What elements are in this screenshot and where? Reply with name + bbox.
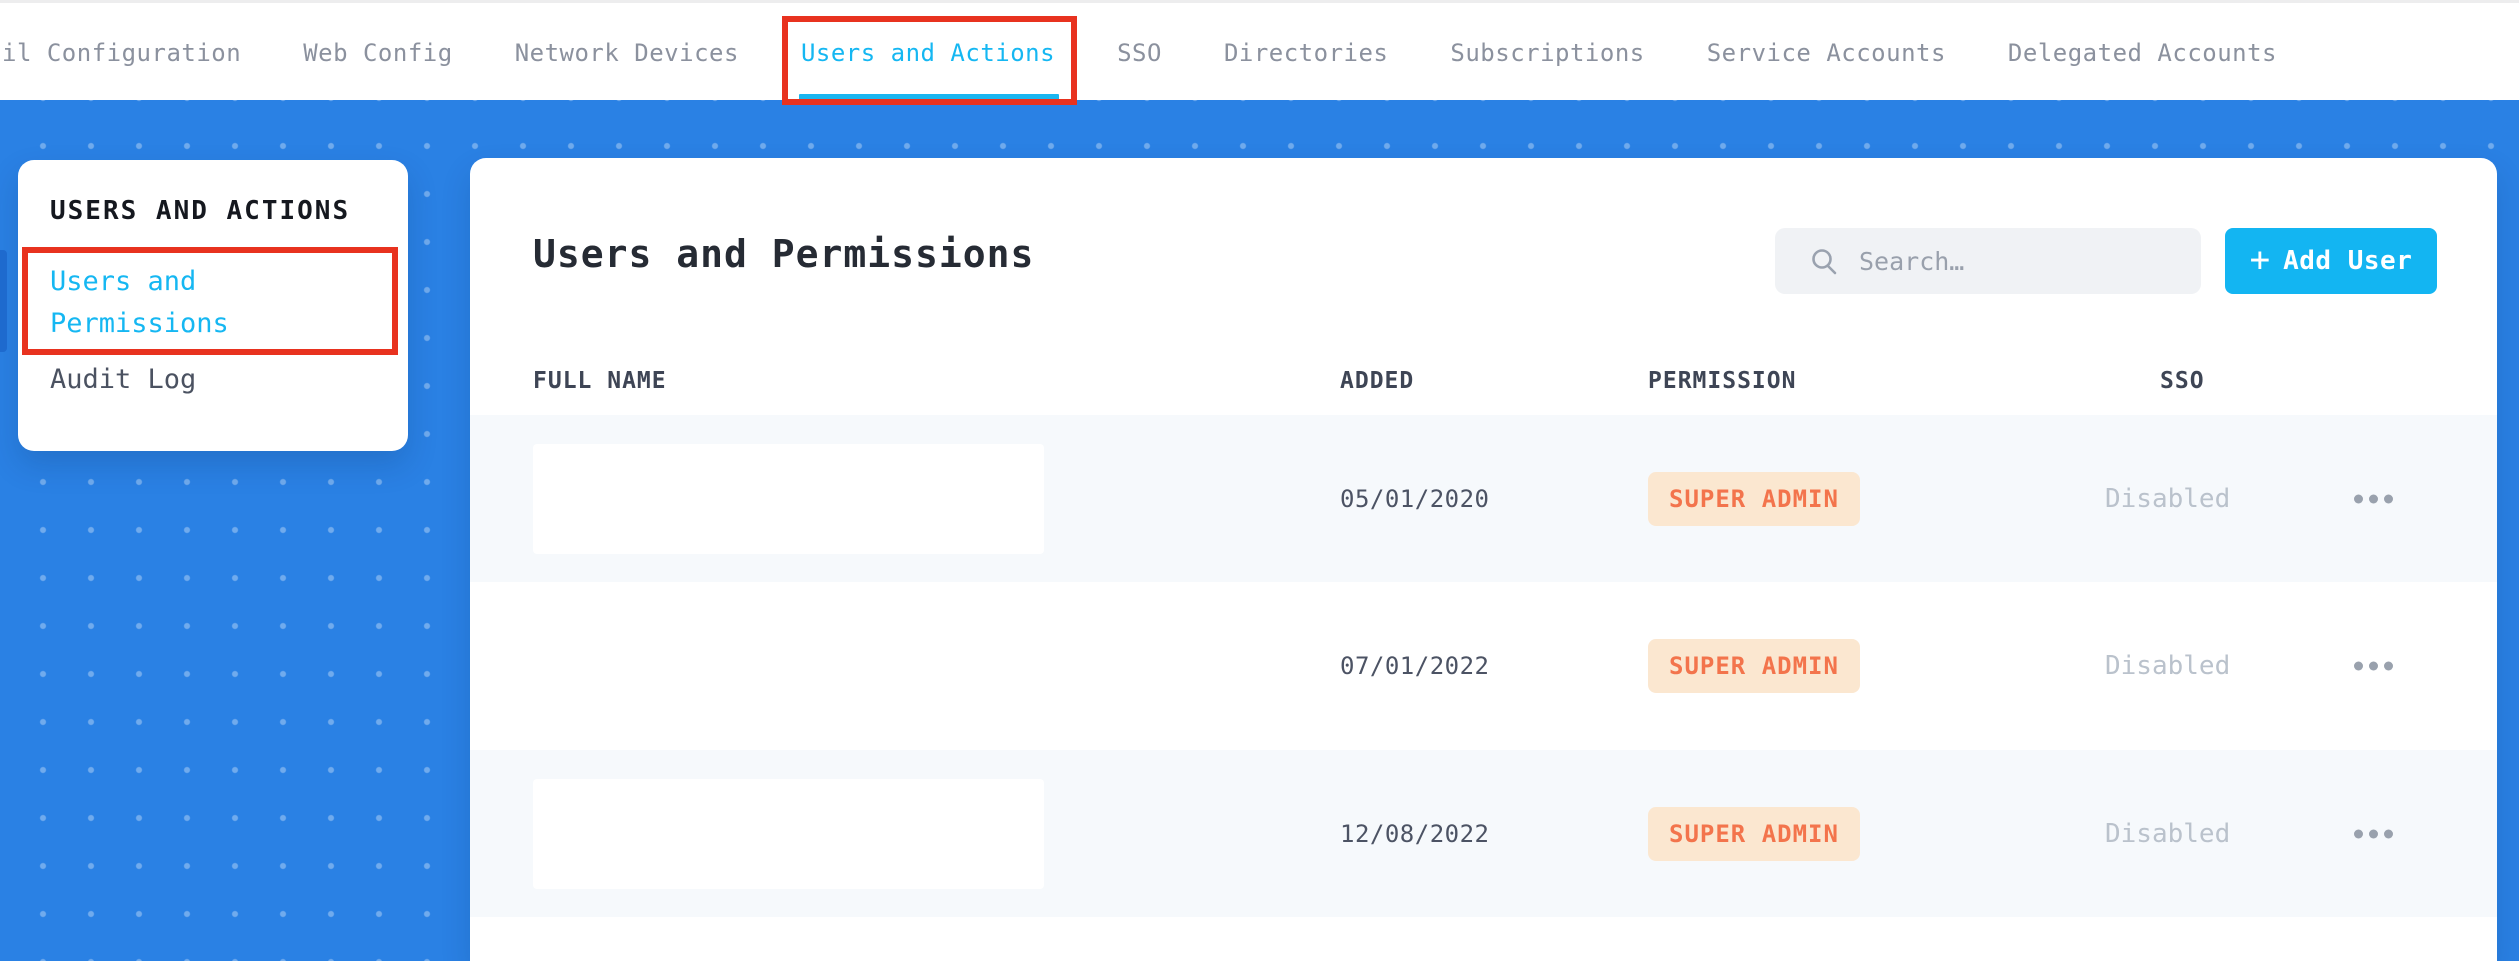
column-header-added: ADDED xyxy=(1340,368,1415,394)
sidebar-item-users-and-permissions[interactable]: Users and Permissions xyxy=(50,266,229,339)
more-options-icon xyxy=(2369,661,2378,671)
full-name-redacted-box xyxy=(533,611,1044,721)
added-date: 05/01/2020 xyxy=(1340,484,1490,513)
more-options-icon xyxy=(2369,494,2378,503)
row-menu-button[interactable] xyxy=(2350,821,2397,846)
row-menu-button[interactable] xyxy=(2350,486,2397,511)
sidebar-item-audit-log[interactable]: Audit Log xyxy=(50,364,197,395)
full-name-redacted-box xyxy=(533,443,1044,554)
tab-service-accounts[interactable]: Service Accounts xyxy=(1706,39,1946,67)
column-header-sso: SSO xyxy=(2160,368,2205,394)
permission-badge: SUPER ADMIN xyxy=(1648,639,1860,693)
sso-status: Disabled xyxy=(2105,818,2231,849)
row-menu-button[interactable] xyxy=(2350,654,2397,679)
added-date: 07/01/2022 xyxy=(1340,652,1490,680)
more-options-icon xyxy=(2354,494,2363,503)
sidebar-heading: USERS AND ACTIONS xyxy=(50,196,351,226)
column-header-full-name: FULL NAME xyxy=(533,368,667,394)
more-options-icon xyxy=(2354,661,2363,671)
table-row: 07/01/2022 SUPER ADMIN Disabled xyxy=(470,582,2497,750)
more-options-icon xyxy=(2354,829,2363,838)
sidebar-card: USERS AND ACTIONS Users and Permissions … xyxy=(18,160,408,451)
more-options-icon xyxy=(2384,494,2393,503)
permission-badge: SUPER ADMIN xyxy=(1648,471,1860,526)
add-user-button[interactable]: + Add User xyxy=(2225,228,2437,294)
sso-status: Disabled xyxy=(2105,483,2231,514)
full-name-redacted-box xyxy=(533,778,1044,889)
tab-web-config[interactable]: Web Config xyxy=(303,39,453,67)
tab-network-devices[interactable]: Network Devices xyxy=(514,39,739,67)
tab-sso[interactable]: SSO xyxy=(1117,39,1162,67)
tab-users-and-actions-label: Users and Actions xyxy=(800,39,1056,67)
active-tab-underline xyxy=(798,94,1060,101)
search-icon xyxy=(1812,249,1837,275)
sso-status: Disabled xyxy=(2105,651,2231,681)
tab-subscriptions[interactable]: Subscriptions xyxy=(1450,39,1645,67)
added-date: 12/08/2022 xyxy=(1340,819,1490,848)
tab-users-and-actions[interactable]: Users and Actions xyxy=(781,3,1078,105)
more-options-icon xyxy=(2369,829,2378,838)
table-row: 12/08/2022 SUPER ADMIN Disabled xyxy=(470,750,2497,917)
search-input[interactable] xyxy=(1859,246,2189,276)
tab-delegated-accounts[interactable]: Delegated Accounts xyxy=(2007,39,2278,67)
more-options-icon xyxy=(2384,829,2393,838)
plus-icon: + xyxy=(2249,239,2271,280)
tab-configuration[interactable]: il Configuration xyxy=(2,39,242,67)
top-nav: il Configuration Web Config Network Devi… xyxy=(0,0,2519,105)
sidebar-active-edge-indicator xyxy=(0,250,7,352)
more-options-icon xyxy=(2384,661,2393,671)
search-box[interactable] xyxy=(1775,228,2201,294)
users-permissions-panel: Users and Permissions + Add User FULL NA… xyxy=(470,158,2497,961)
permission-badge: SUPER ADMIN xyxy=(1648,806,1860,861)
table-row: 05/01/2020 SUPER ADMIN Disabled xyxy=(470,415,2497,582)
page-title: Users and Permissions xyxy=(533,232,1035,276)
tab-directories[interactable]: Directories xyxy=(1223,39,1389,67)
column-header-permission: PERMISSION xyxy=(1648,368,1797,394)
add-user-label: Add User xyxy=(2283,246,2413,276)
